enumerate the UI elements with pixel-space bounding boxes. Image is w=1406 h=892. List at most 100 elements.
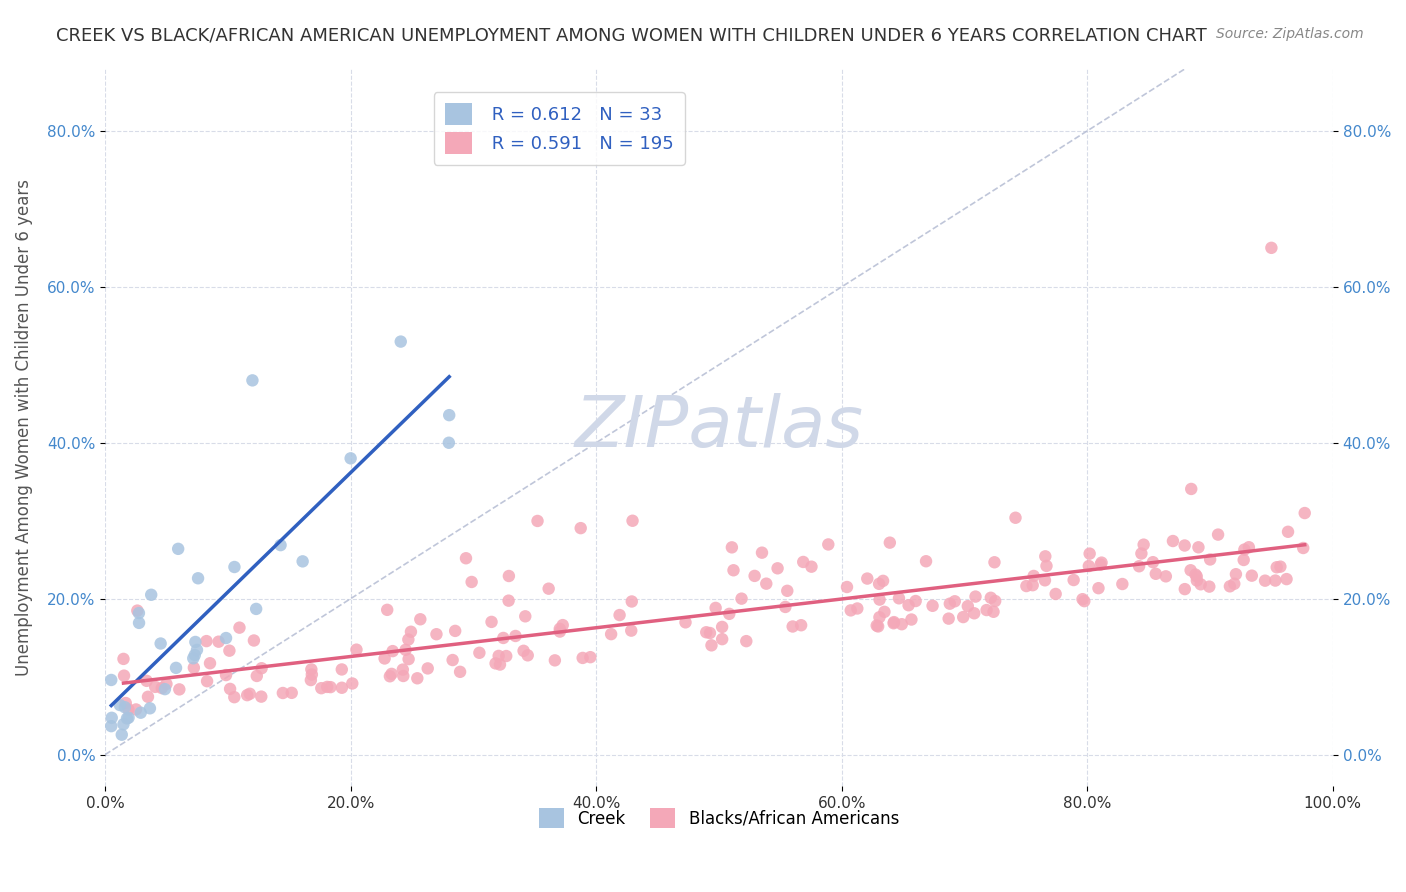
Point: [339, 451, 361, 466]
Point: [921, 599, 943, 613]
Point: [224, 560, 246, 574]
Text: Source: ZipAtlas.com: Source: ZipAtlas.com: [1216, 27, 1364, 41]
Point: [1264, 574, 1286, 588]
Point: [184, 648, 207, 662]
Point: [1187, 541, 1209, 555]
Point: [1265, 560, 1288, 574]
Point: [1161, 534, 1184, 549]
Point: [887, 591, 910, 606]
Point: [516, 648, 538, 663]
Point: [835, 580, 858, 594]
Point: [374, 651, 396, 665]
Text: CREEK VS BLACK/AFRICAN AMERICAN UNEMPLOYMENT AMONG WOMEN WITH CHILDREN UNDER 6 Y: CREEK VS BLACK/AFRICAN AMERICAN UNEMPLOY…: [56, 27, 1206, 45]
Point: [1180, 563, 1202, 577]
Point: [460, 574, 482, 589]
Point: [711, 620, 734, 634]
Point: [721, 541, 744, 555]
Point: [1033, 549, 1056, 564]
Point: [250, 690, 273, 704]
Point: [1233, 542, 1256, 557]
Point: [301, 667, 323, 681]
Point: [505, 629, 527, 643]
Point: [1254, 574, 1277, 588]
Point: [319, 680, 342, 694]
Point: [1275, 572, 1298, 586]
Point: [1270, 559, 1292, 574]
Point: [1128, 559, 1150, 574]
Point: [1078, 547, 1101, 561]
Point: [114, 696, 136, 710]
Point: [135, 673, 157, 688]
Point: [346, 642, 368, 657]
Point: [250, 661, 273, 675]
Point: [492, 631, 515, 645]
Point: [112, 652, 135, 666]
Point: [125, 702, 148, 716]
Point: [976, 603, 998, 617]
Point: [149, 636, 172, 650]
Point: [153, 682, 176, 697]
Point: [620, 624, 643, 638]
Point: [512, 644, 534, 658]
Point: [579, 650, 602, 665]
Point: [711, 632, 734, 647]
Point: [399, 624, 422, 639]
Point: [100, 711, 122, 725]
Point: [1240, 568, 1263, 582]
Point: [548, 622, 571, 636]
Point: [100, 719, 122, 733]
Point: [128, 606, 150, 620]
Point: [207, 634, 229, 648]
Point: [1294, 506, 1316, 520]
Point: [139, 701, 162, 715]
Point: [873, 605, 896, 619]
Point: [1260, 241, 1282, 255]
Point: [571, 651, 593, 665]
Point: [215, 668, 238, 682]
Point: [965, 590, 987, 604]
Point: [700, 638, 723, 652]
Point: [1189, 577, 1212, 591]
Point: [495, 648, 517, 663]
Point: [890, 617, 912, 632]
Point: [406, 671, 429, 685]
Point: [155, 677, 177, 691]
Point: [117, 711, 139, 725]
Point: [449, 665, 471, 679]
Point: [299, 673, 322, 687]
Point: [1090, 556, 1112, 570]
Point: [224, 690, 246, 705]
Point: [1004, 510, 1026, 524]
Point: [236, 688, 259, 702]
Point: [872, 574, 894, 588]
Point: [165, 661, 187, 675]
Point: [1154, 569, 1177, 583]
Point: [817, 537, 839, 551]
Point: [879, 535, 901, 549]
Point: [136, 690, 159, 704]
Point: [1142, 555, 1164, 569]
Point: [245, 602, 267, 616]
Point: [498, 593, 520, 607]
Point: [1071, 592, 1094, 607]
Point: [883, 615, 905, 629]
Point: [127, 604, 149, 618]
Point: [111, 728, 134, 742]
Point: [800, 559, 823, 574]
Point: [1144, 566, 1167, 581]
Point: [484, 657, 506, 671]
Point: [730, 591, 752, 606]
Point: [169, 682, 191, 697]
Point: [775, 599, 797, 614]
Point: [437, 408, 460, 422]
Point: [1077, 559, 1099, 574]
Point: [392, 663, 415, 677]
Point: [1237, 540, 1260, 554]
Point: [195, 674, 218, 689]
Point: [330, 681, 353, 695]
Point: [675, 615, 697, 630]
Point: [792, 555, 814, 569]
Text: ZIPatlas: ZIPatlas: [575, 392, 863, 462]
Point: [141, 588, 163, 602]
Point: [100, 673, 122, 687]
